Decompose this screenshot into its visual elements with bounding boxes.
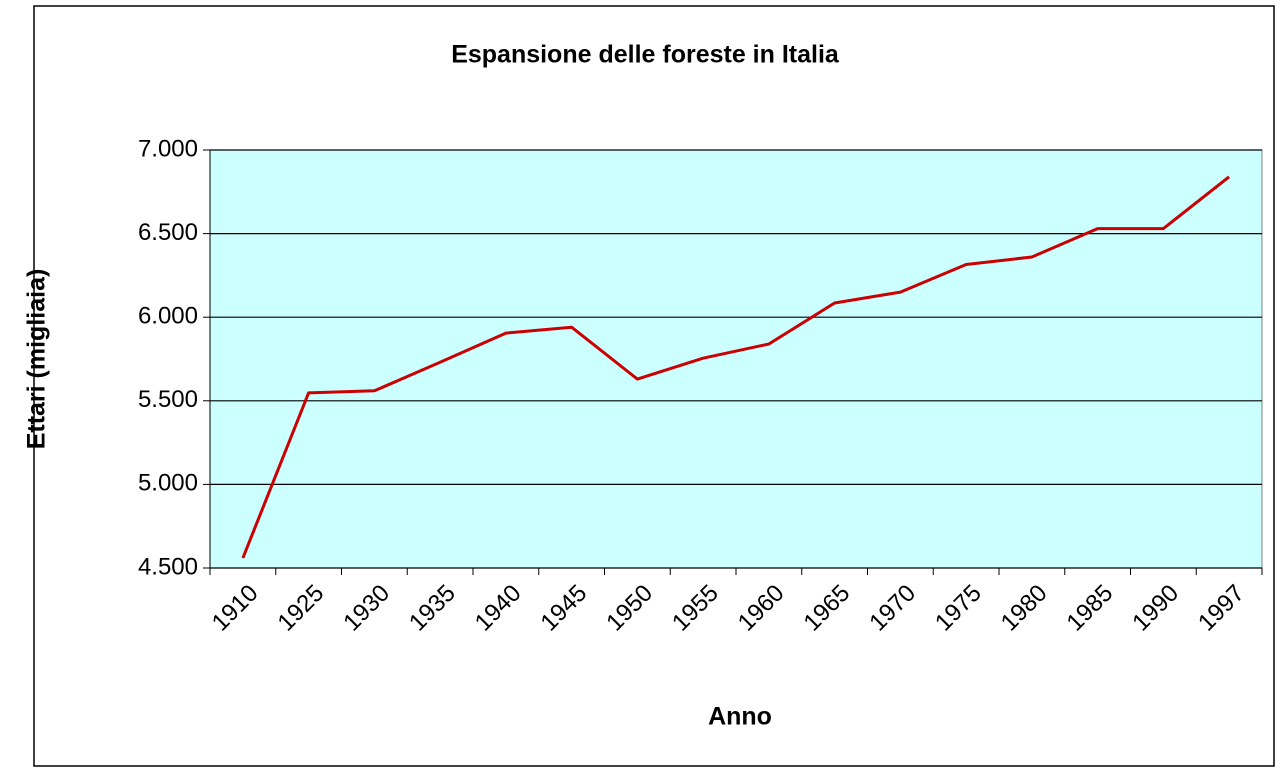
y-tick-label: 5.000	[138, 470, 198, 497]
chart-title: Espansione delle foreste in Italia	[451, 41, 840, 69]
y-axis-label: Ettari (migliaia)	[23, 269, 51, 450]
y-tick-label: 5.500	[138, 386, 198, 413]
y-tick-label: 6.000	[138, 303, 198, 330]
y-tick-label: 4.500	[138, 553, 198, 580]
y-tick-label: 6.500	[138, 219, 198, 246]
data-line	[241, 175, 1231, 559]
y-tick-label: 7.000	[138, 135, 198, 162]
x-axis-label: Anno	[708, 703, 772, 731]
plot-area	[209, 149, 1263, 569]
